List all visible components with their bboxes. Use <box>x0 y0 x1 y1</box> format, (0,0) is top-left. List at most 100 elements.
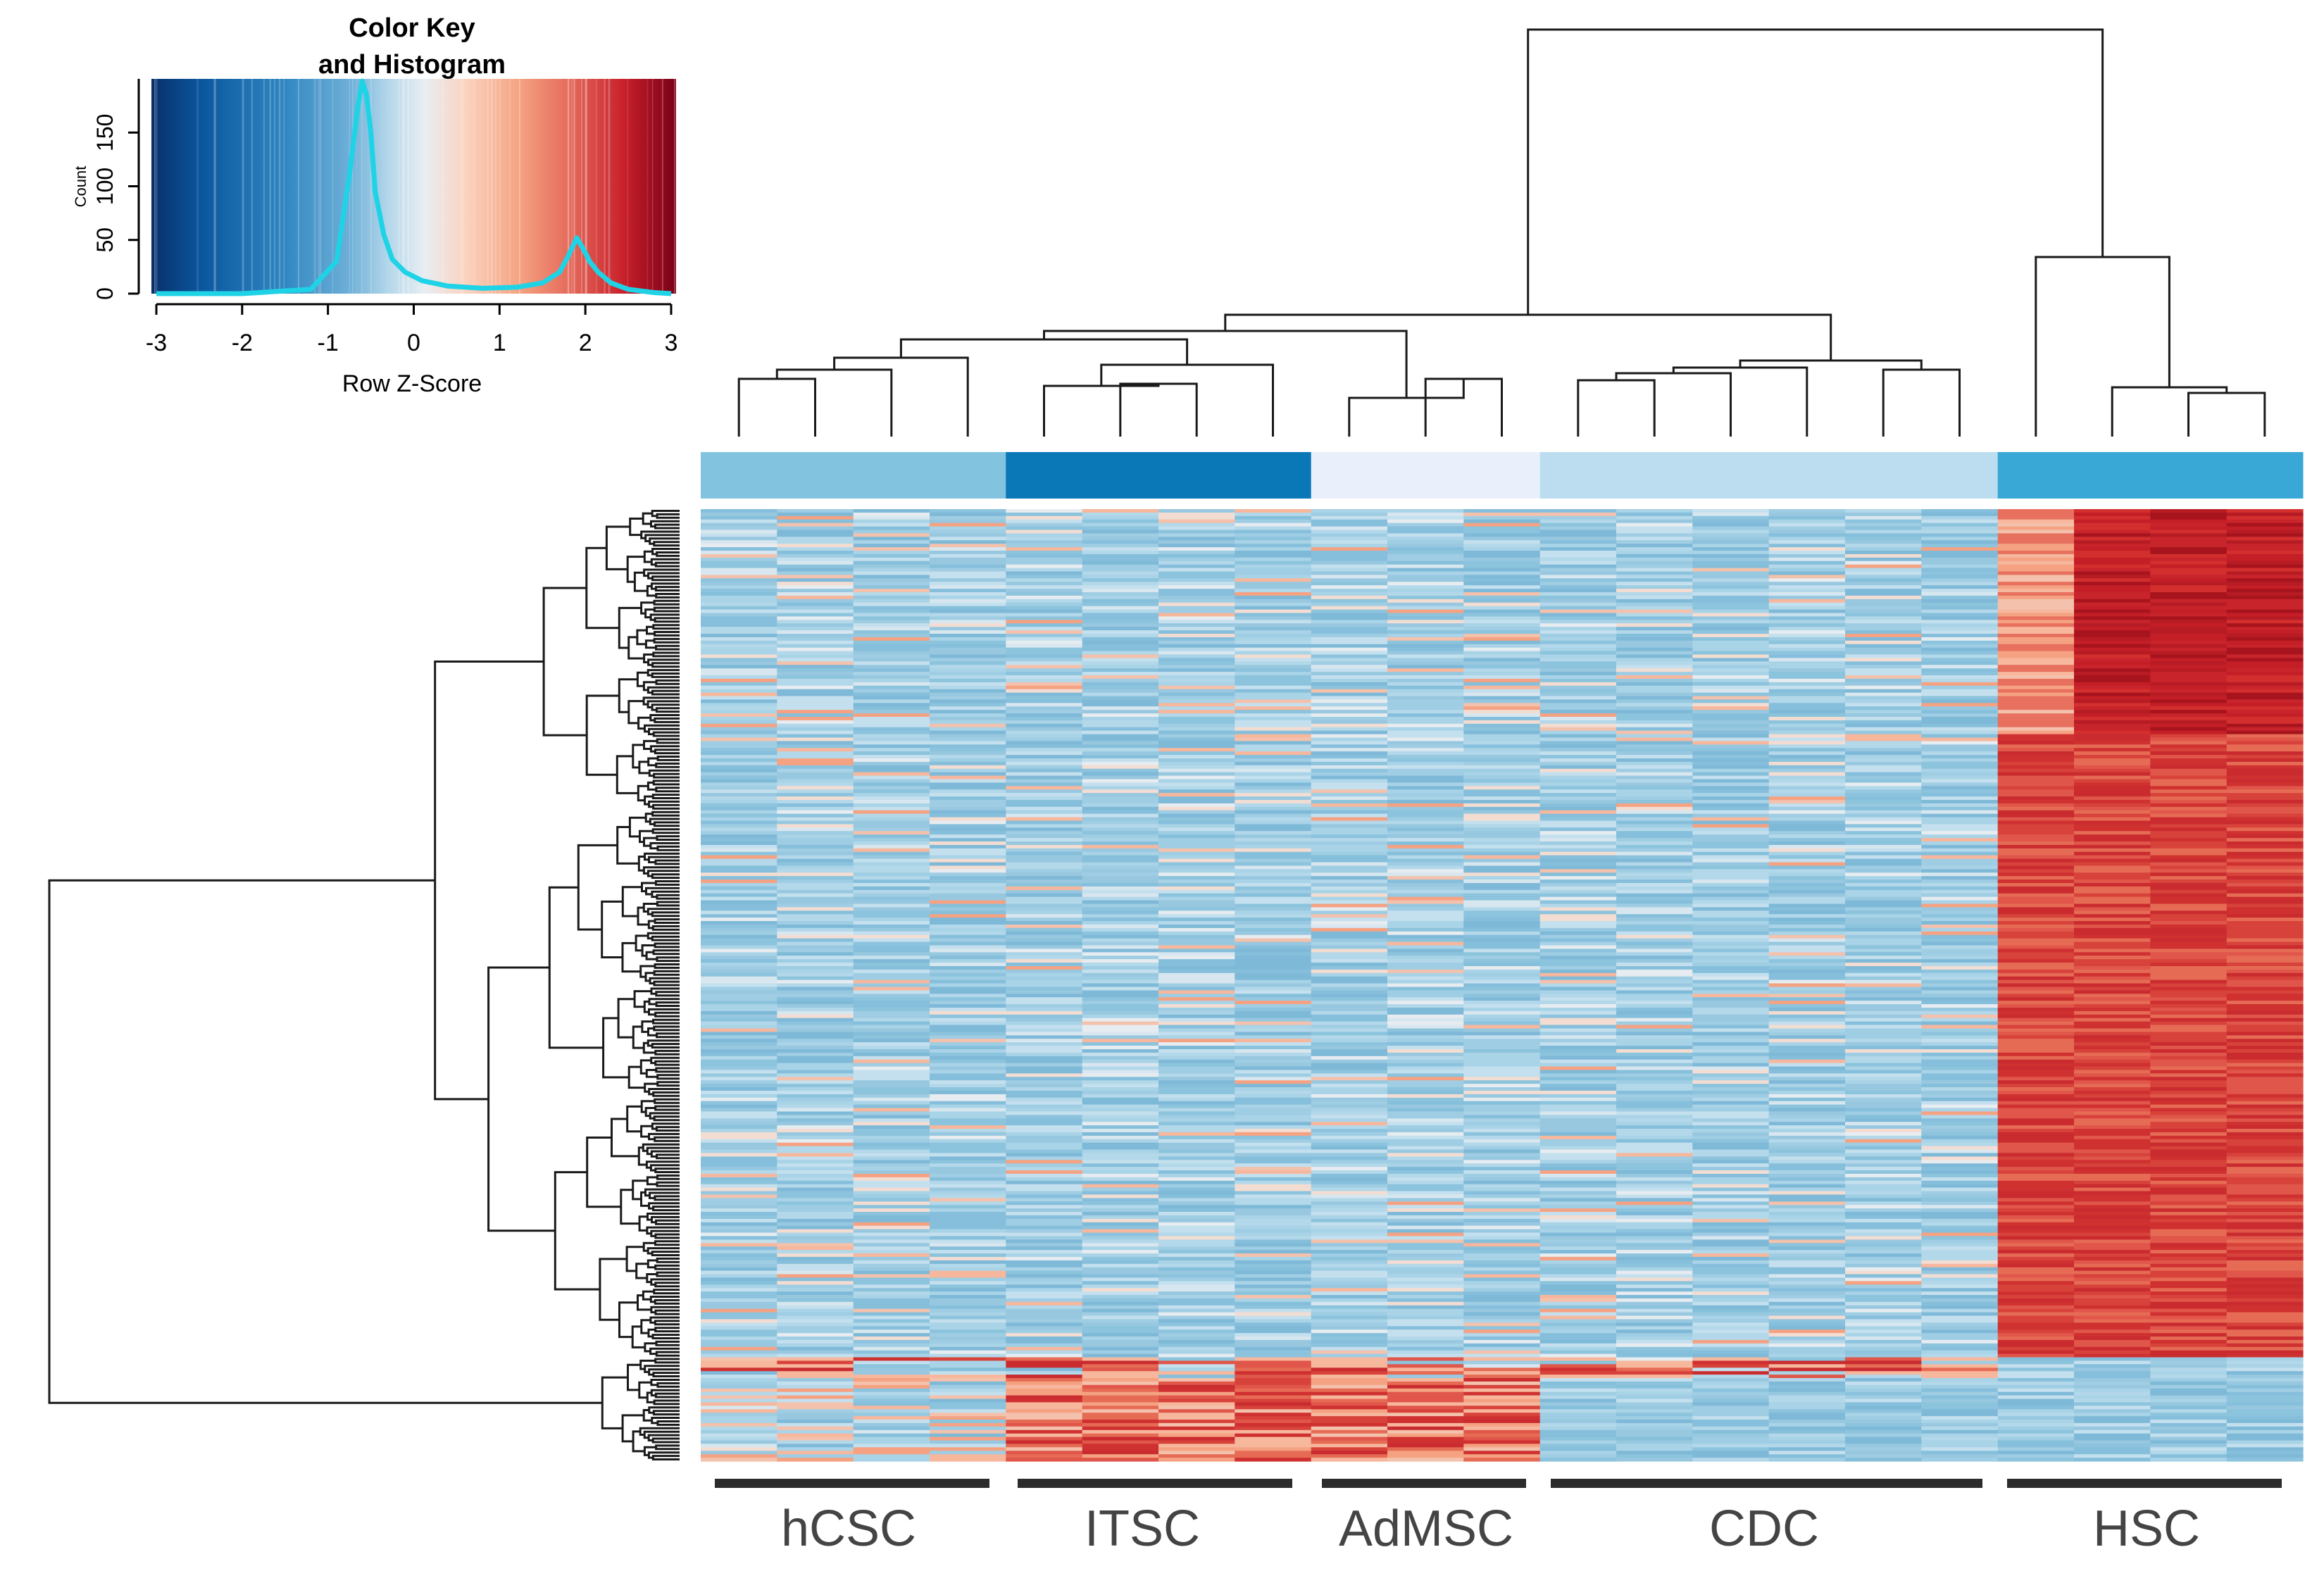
heatmap-cell <box>1463 876 1541 880</box>
heatmap-cell <box>777 834 854 839</box>
heatmap-cell <box>1845 772 1922 777</box>
heatmap-cell <box>1235 1077 1312 1081</box>
heatmap-cell <box>1616 1125 1693 1129</box>
heatmap-cell <box>1997 1260 2075 1265</box>
heatmap-cell <box>1082 1236 1159 1240</box>
heatmap-cell <box>1768 1236 1846 1240</box>
heatmap-cell <box>1235 1008 1312 1012</box>
heatmap-cell <box>2150 865 2228 870</box>
heatmap-cell <box>930 696 1006 701</box>
heatmap-cell <box>853 575 930 579</box>
heatmap-cell <box>1692 1101 1770 1106</box>
heatmap-cell <box>930 1173 1006 1178</box>
heatmap-cell <box>2150 1301 2228 1306</box>
heatmap-cell <box>1768 699 1846 703</box>
heatmap-cell <box>1235 813 1312 818</box>
heatmap-cell <box>2074 1308 2151 1313</box>
heatmap-cell <box>1616 1142 1693 1147</box>
heatmap-cell <box>1768 910 1846 915</box>
heatmap-cell <box>930 803 1006 808</box>
heatmap-cell <box>1616 1097 1693 1102</box>
heatmap-cell <box>777 969 854 974</box>
heatmap-cell <box>1082 564 1159 569</box>
heatmap-cell <box>1768 976 1846 981</box>
heatmap-cell <box>701 844 777 849</box>
heatmap-cell <box>1692 582 1770 586</box>
heatmap-cell <box>1845 900 1922 905</box>
heatmap-cell <box>1539 1215 1617 1220</box>
heatmap-cell <box>1235 654 1312 659</box>
heatmap-cell <box>1387 1288 1464 1292</box>
heatmap-cell <box>1311 793 1388 797</box>
heatmap-cell <box>1768 1308 1846 1313</box>
heatmap-cell <box>1921 665 1999 669</box>
heatmap-cell <box>1463 675 1541 680</box>
heatmap-cell <box>2150 772 2228 777</box>
heatmap-cell <box>1006 1277 1083 1282</box>
heatmap-cell <box>1082 1267 1159 1272</box>
heatmap-cell <box>853 1212 930 1216</box>
heatmap-cell <box>1616 1225 1693 1230</box>
heatmap-cell <box>1387 963 1464 967</box>
heatmap-cell <box>1311 609 1388 614</box>
heatmap-cell <box>1845 806 1922 811</box>
heatmap-cell <box>1158 1243 1235 1247</box>
heatmap-cell <box>1158 1077 1235 1081</box>
heatmap-cell <box>1235 1236 1312 1240</box>
color-key-y-tick-label: 100 <box>92 168 118 205</box>
color-key-x-tick-label: 1 <box>493 330 506 356</box>
heatmap-cell <box>1539 997 1617 1001</box>
heatmap-cell <box>1616 844 1693 849</box>
heatmap-cell <box>1997 582 2075 586</box>
heatmap-cell <box>2150 782 2228 787</box>
heatmap-cell <box>2074 1066 2151 1071</box>
heatmap-cell <box>1539 582 1617 586</box>
heatmap-cell <box>1311 620 1388 624</box>
heatmap-cell <box>1082 1184 1159 1189</box>
heatmap-cell <box>1616 876 1693 880</box>
heatmap-cell <box>1082 1170 1159 1175</box>
heatmap-cell <box>2226 1263 2304 1268</box>
heatmap-cell <box>930 1163 1006 1168</box>
heatmap-cell <box>701 956 777 960</box>
heatmap-cell <box>1235 547 1312 551</box>
heatmap-cell <box>1235 1243 1312 1247</box>
heatmap-cell <box>2226 820 2304 825</box>
heatmap-cell <box>1997 761 2075 766</box>
heatmap-cell <box>930 907 1006 911</box>
heatmap-cell <box>2150 519 2228 524</box>
heatmap-cell <box>1082 713 1159 718</box>
heatmap-cell <box>1158 512 1235 517</box>
heatmap-cell <box>1616 533 1693 537</box>
heatmap-cell <box>1387 959 1464 963</box>
heatmap-cell <box>1158 544 1235 548</box>
heatmap-cell <box>2074 672 2151 676</box>
heatmap-cell <box>1997 658 2075 662</box>
heatmap-cell <box>701 969 777 974</box>
heatmap-cell <box>1921 685 1999 690</box>
heatmap-cell <box>1616 713 1693 718</box>
heatmap-cell <box>1311 758 1388 763</box>
heatmap-cell <box>930 966 1006 970</box>
heatmap-cell <box>1921 779 1999 784</box>
heatmap-cell <box>2150 1035 2228 1039</box>
heatmap-cell <box>930 952 1006 956</box>
heatmap-cell <box>2226 637 2304 641</box>
heatmap-cell <box>2226 1277 2304 1282</box>
heatmap-cell <box>777 717 854 721</box>
heatmap-cell <box>777 665 854 669</box>
heatmap-cell <box>1845 1135 1922 1140</box>
heatmap-cell <box>1921 1205 1999 1209</box>
heatmap-cell <box>1616 599 1693 603</box>
heatmap-cell <box>1006 1260 1083 1265</box>
heatmap-cell <box>2150 1270 2228 1275</box>
heatmap-cell <box>1845 855 1922 860</box>
column-dendrogram-branch <box>2187 392 2266 437</box>
heatmap-cell <box>1311 1263 1388 1268</box>
heatmap-cell <box>1463 813 1541 818</box>
heatmap-cell <box>1463 606 1541 611</box>
heatmap-cell <box>1158 1153 1235 1157</box>
heatmap-cell <box>2074 553 2151 558</box>
heatmap-cell <box>1387 1049 1464 1053</box>
heatmap-cell <box>2074 793 2151 797</box>
